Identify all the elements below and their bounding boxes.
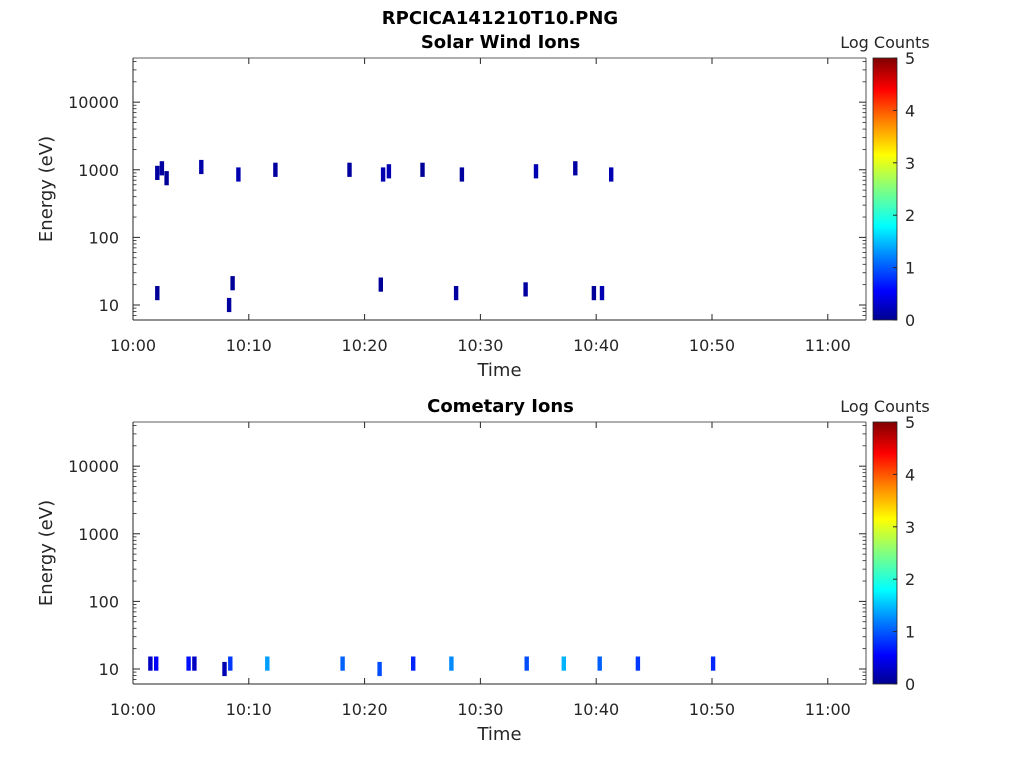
x-tick-label: 10:40 [573, 700, 619, 719]
panel-title: Cometary Ions [427, 396, 574, 417]
x-tick-label: 10:50 [689, 336, 735, 355]
heatmap-cell [449, 656, 454, 671]
x-tick-label: 10:40 [573, 336, 619, 355]
y-axis-label: Energy (eV) [36, 136, 57, 242]
colorbar [872, 57, 898, 321]
heatmap-cell [524, 656, 529, 671]
colorbar-tick-label: 2 [905, 206, 915, 225]
y-tick-label: 100 [88, 592, 119, 611]
colorbar-tick-label: 3 [905, 154, 915, 173]
heatmap-cell [411, 656, 416, 671]
heatmap-cell [380, 167, 386, 182]
heatmap-cell [228, 656, 233, 671]
heatmap-cell [222, 661, 227, 677]
heatmap-cell [265, 656, 270, 671]
heatmap-cell [597, 656, 602, 671]
plot-area [133, 422, 866, 684]
colorbar-tick-label: 4 [905, 465, 915, 484]
heatmap-cell [378, 277, 383, 292]
heatmap-cell [573, 161, 578, 176]
heatmap-cell [459, 167, 465, 182]
panel-1: 10:00 10:10 10:20 10:30 10:40 10:50 11:0010100… [36, 32, 930, 381]
y-tick-label: 10 [99, 660, 119, 679]
heatmap-cell [710, 656, 716, 671]
colorbar-tick-label: 0 [905, 675, 915, 694]
heatmap-cell [635, 656, 641, 671]
heatmap-cell [236, 167, 241, 182]
heatmap-cell [561, 656, 566, 671]
colorbar-label: Log Counts [840, 33, 930, 52]
figure-title: RPCICA141210T10.PNG [382, 8, 618, 29]
x-tick-label: 10:30 [457, 700, 503, 719]
colorbar-label: Log Counts [840, 397, 930, 416]
colorbar-tick-label: 2 [905, 570, 915, 589]
heatmap-cell [453, 286, 459, 301]
heatmap-cell [523, 282, 528, 297]
y-tick-label: 100 [88, 228, 119, 247]
x-tick-label: 11:00 [805, 700, 851, 719]
y-tick-label: 10000 [68, 93, 119, 112]
heatmap-cell [164, 171, 169, 186]
y-axis-label: Energy (eV) [36, 500, 57, 606]
y-tick-label: 1000 [78, 525, 119, 544]
heatmap-cell [148, 656, 153, 671]
heatmap-cell [386, 164, 392, 179]
panel-2: 10:00 10:10 10:20 10:30 10:40 10:50 11:0010100… [36, 396, 930, 745]
heatmap-cell [533, 164, 539, 179]
heatmap-cell [155, 286, 160, 301]
x-tick-label: 10:50 [689, 700, 735, 719]
x-tick-label: 11:00 [805, 336, 851, 355]
plot-area [133, 58, 866, 320]
heatmap-cell [609, 167, 614, 182]
x-tick-label: 10:10 [226, 700, 272, 719]
heatmap-cell [347, 162, 352, 177]
colorbar-tick-label: 1 [905, 623, 915, 642]
x-tick-label: 10:20 [342, 336, 388, 355]
heatmap-cell [340, 656, 345, 671]
colorbar-tick-label: 1 [905, 259, 915, 278]
heatmap-cell [273, 162, 278, 177]
heatmap-cell [159, 161, 165, 176]
x-tick-label: 10:10 [226, 336, 272, 355]
colorbar-tick-label: 0 [905, 311, 915, 330]
heatmap-cell [420, 162, 425, 177]
heatmap-cell [377, 661, 382, 677]
panel-title: Solar Wind Ions [421, 32, 580, 53]
x-tick-label: 10:30 [457, 336, 503, 355]
colorbar-tick-label: 5 [905, 49, 915, 68]
colorbar [872, 421, 898, 685]
x-tick-label: 10:00 [110, 700, 156, 719]
heatmap-cell [599, 286, 605, 301]
heatmap-cell [199, 159, 204, 175]
y-tick-label: 10000 [68, 457, 119, 476]
colorbar-tick-label: 3 [905, 518, 915, 537]
heatmap-cell [226, 297, 232, 313]
x-tick-label: 10:00 [110, 336, 156, 355]
heatmap-cell [591, 286, 597, 301]
x-axis-label: Time [476, 724, 521, 745]
heatmap-cell [155, 165, 160, 180]
x-axis-label: Time [476, 360, 521, 381]
colorbar-tick-label: 5 [905, 413, 915, 432]
heatmap-cell [186, 656, 191, 671]
y-tick-label: 1000 [78, 161, 119, 180]
colorbar-tick-label: 4 [905, 101, 915, 120]
heatmap-cell [154, 656, 159, 671]
heatmap-cell [230, 276, 235, 291]
heatmap-cell [192, 656, 197, 671]
y-tick-label: 10 [99, 296, 119, 315]
x-tick-label: 10:20 [342, 700, 388, 719]
